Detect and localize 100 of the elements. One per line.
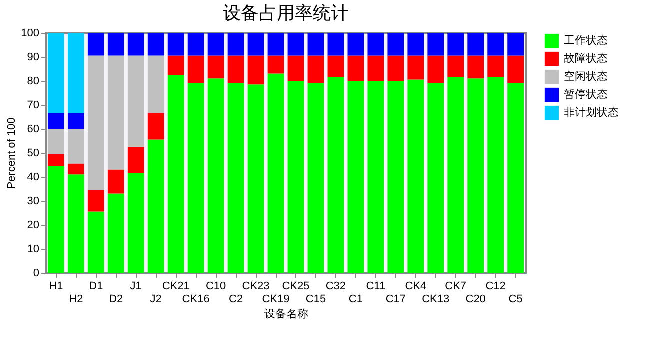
bar <box>308 33 324 56</box>
bar <box>108 56 124 170</box>
bar <box>308 83 324 273</box>
bar <box>508 83 524 273</box>
bar <box>268 33 284 56</box>
x-tick-label: C20 <box>466 294 486 306</box>
bar <box>428 83 444 273</box>
bar <box>108 170 124 194</box>
bar <box>188 33 204 56</box>
bar <box>288 33 304 56</box>
x-tick-label: C1 <box>348 294 363 306</box>
x-tick-label: CK21 <box>162 280 190 292</box>
bar <box>168 56 184 75</box>
bar <box>448 56 464 78</box>
bar <box>428 33 444 56</box>
y-tick-label: 20 <box>27 220 40 232</box>
x-tick-label: J2 <box>150 294 162 306</box>
bar <box>408 80 424 273</box>
bar <box>268 74 284 273</box>
y-tick-label: 0 <box>33 268 40 280</box>
bar <box>388 33 404 56</box>
bar <box>88 190 104 212</box>
bar <box>408 33 424 56</box>
legend-label: 故障状态 <box>564 52 608 65</box>
bar <box>448 33 464 56</box>
bar <box>488 33 504 56</box>
y-tick-label: 100 <box>21 28 40 40</box>
bar <box>148 113 164 140</box>
bar <box>448 77 464 273</box>
x-tick-label: CK13 <box>422 294 450 306</box>
bar <box>468 78 484 273</box>
bar <box>88 33 104 56</box>
bar <box>228 56 244 84</box>
bar <box>308 56 324 84</box>
bar <box>68 113 84 129</box>
bar <box>208 33 224 56</box>
bar <box>68 33 84 114</box>
bar <box>508 33 524 56</box>
bar <box>48 129 64 154</box>
bar <box>128 173 144 273</box>
y-tick-label: 30 <box>27 196 40 208</box>
bar <box>348 33 364 56</box>
bar <box>228 83 244 273</box>
x-tick-label: C15 <box>306 294 326 306</box>
bar <box>328 77 344 273</box>
bar <box>368 33 384 56</box>
bar <box>328 33 344 56</box>
bar <box>128 56 144 147</box>
bar <box>68 174 84 273</box>
bar <box>468 33 484 56</box>
x-tick-label: C32 <box>326 280 346 292</box>
y-tick-label: 80 <box>27 76 40 88</box>
legend-label: 空闲状态 <box>564 70 608 83</box>
bar <box>388 81 404 273</box>
bar <box>508 56 524 84</box>
x-tick-label: C10 <box>206 280 226 292</box>
bar <box>208 78 224 273</box>
bar <box>228 33 244 56</box>
x-tick-label: C2 <box>229 294 244 306</box>
y-axis-title: Percent of 100 <box>6 118 18 190</box>
bar <box>368 81 384 273</box>
y-tick-label: 10 <box>27 244 40 256</box>
x-tick-label: H1 <box>49 280 64 292</box>
bar <box>488 56 504 78</box>
x-tick-label: C17 <box>386 294 406 306</box>
bar <box>288 56 304 81</box>
bar <box>188 56 204 84</box>
bar <box>248 33 264 56</box>
x-tick-label: C11 <box>366 280 386 292</box>
bar <box>108 194 124 273</box>
bar <box>48 33 64 114</box>
bar <box>168 75 184 273</box>
bar <box>88 56 104 190</box>
x-tick-label: D2 <box>109 294 124 306</box>
bar <box>348 81 364 273</box>
bar <box>248 84 264 273</box>
bar <box>208 56 224 79</box>
legend-label: 非计划状态 <box>564 106 619 119</box>
bar <box>328 56 344 78</box>
bar <box>128 33 144 56</box>
bar <box>428 56 444 84</box>
x-tick-label: J1 <box>130 280 142 292</box>
x-tick-label: CK23 <box>242 280 270 292</box>
bar <box>128 147 144 174</box>
bar <box>68 164 84 175</box>
x-tick-label: H2 <box>69 294 84 306</box>
bar <box>88 212 104 273</box>
bar <box>248 56 264 85</box>
y-tick-label: 70 <box>27 100 40 112</box>
x-tick-label: C12 <box>486 280 506 292</box>
bar <box>288 81 304 273</box>
bar <box>468 56 484 79</box>
y-tick-label: 90 <box>27 52 40 64</box>
bar <box>488 77 504 273</box>
bar <box>68 129 84 164</box>
bar <box>268 56 284 74</box>
bar <box>48 154 64 166</box>
x-tick-label: CK16 <box>182 294 210 306</box>
y-tick-label: 40 <box>27 172 40 184</box>
bar <box>108 33 124 56</box>
